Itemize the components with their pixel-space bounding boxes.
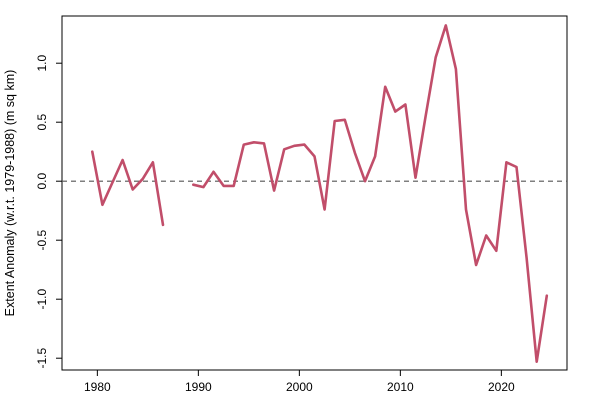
series-line	[192, 24, 549, 364]
series-line	[91, 150, 165, 227]
plot-frame	[61, 15, 568, 371]
x-tick-label: 2020	[488, 380, 515, 394]
y-tick-label: -0.5	[35, 230, 49, 251]
x-tick-label: 2010	[387, 380, 414, 394]
y-tick-label: 0.0	[35, 173, 49, 190]
x-tick-label: 2000	[286, 380, 313, 394]
y-tick-label: 0.5	[35, 114, 49, 131]
y-tick-label: -1.0	[35, 289, 49, 310]
y-axis-title: Extent Anomaly (w.r.t. 1979-1988) (m sq …	[3, 70, 17, 317]
x-tick-label: 1980	[84, 380, 111, 394]
y-axis: -1.5 -1.0 -0.5 0.0 0.5 1.0	[35, 55, 62, 369]
x-tick-label: 1990	[185, 380, 212, 394]
y-tick-label: 1.0	[35, 55, 49, 72]
x-axis: 1980 1990 2000 2010 2020	[84, 370, 515, 394]
y-tick-label: -1.5	[35, 348, 49, 369]
series-layer	[91, 24, 549, 364]
